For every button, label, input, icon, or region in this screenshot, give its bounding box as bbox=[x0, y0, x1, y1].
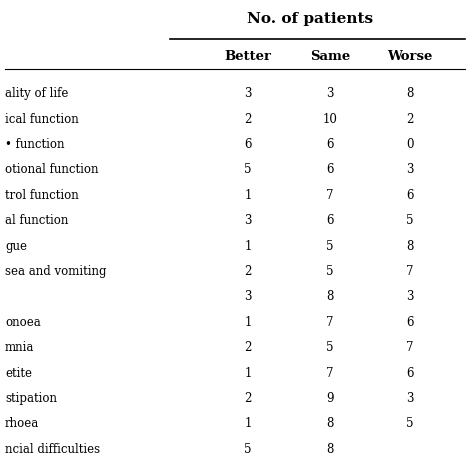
Text: 2: 2 bbox=[406, 113, 414, 126]
Text: 5: 5 bbox=[326, 341, 334, 354]
Text: 10: 10 bbox=[323, 113, 337, 126]
Text: Better: Better bbox=[225, 49, 272, 63]
Text: 2: 2 bbox=[244, 265, 252, 278]
Text: 8: 8 bbox=[326, 443, 334, 456]
Text: 6: 6 bbox=[326, 138, 334, 151]
Text: 6: 6 bbox=[326, 214, 334, 227]
Text: 3: 3 bbox=[244, 291, 252, 303]
Text: 2: 2 bbox=[244, 113, 252, 126]
Text: 8: 8 bbox=[326, 291, 334, 303]
Text: 5: 5 bbox=[244, 443, 252, 456]
Text: 1: 1 bbox=[244, 189, 252, 202]
Text: 2: 2 bbox=[244, 392, 252, 405]
Text: 3: 3 bbox=[406, 291, 414, 303]
Text: ality of life: ality of life bbox=[5, 87, 68, 100]
Text: stipation: stipation bbox=[5, 392, 57, 405]
Text: 5: 5 bbox=[244, 164, 252, 176]
Text: • function: • function bbox=[5, 138, 64, 151]
Text: 1: 1 bbox=[244, 316, 252, 329]
Text: 9: 9 bbox=[326, 392, 334, 405]
Text: 8: 8 bbox=[406, 239, 414, 253]
Text: 7: 7 bbox=[406, 265, 414, 278]
Text: rhoea: rhoea bbox=[5, 418, 39, 430]
Text: 0: 0 bbox=[406, 138, 414, 151]
Text: 8: 8 bbox=[326, 418, 334, 430]
Text: 5: 5 bbox=[406, 214, 414, 227]
Text: 1: 1 bbox=[244, 366, 252, 380]
Text: No. of patients: No. of patients bbox=[247, 12, 373, 26]
Text: 5: 5 bbox=[326, 265, 334, 278]
Text: 5: 5 bbox=[326, 239, 334, 253]
Text: ncial difficulties: ncial difficulties bbox=[5, 443, 100, 456]
Text: 3: 3 bbox=[406, 392, 414, 405]
Text: 6: 6 bbox=[406, 316, 414, 329]
Text: 3: 3 bbox=[326, 87, 334, 100]
Text: sea and vomiting: sea and vomiting bbox=[5, 265, 107, 278]
Text: mnia: mnia bbox=[5, 341, 35, 354]
Text: Worse: Worse bbox=[387, 49, 433, 63]
Text: 1: 1 bbox=[244, 418, 252, 430]
Text: 7: 7 bbox=[406, 341, 414, 354]
Text: 1: 1 bbox=[244, 239, 252, 253]
Text: 6: 6 bbox=[406, 366, 414, 380]
Text: trol function: trol function bbox=[5, 189, 79, 202]
Text: Same: Same bbox=[310, 49, 350, 63]
Text: otional function: otional function bbox=[5, 164, 99, 176]
Text: 2: 2 bbox=[244, 341, 252, 354]
Text: 8: 8 bbox=[406, 87, 414, 100]
Text: 6: 6 bbox=[406, 189, 414, 202]
Text: 3: 3 bbox=[406, 164, 414, 176]
Text: gue: gue bbox=[5, 239, 27, 253]
Text: 7: 7 bbox=[326, 189, 334, 202]
Text: 7: 7 bbox=[326, 316, 334, 329]
Text: 5: 5 bbox=[406, 418, 414, 430]
Text: 3: 3 bbox=[244, 87, 252, 100]
Text: onoea: onoea bbox=[5, 316, 41, 329]
Text: ical function: ical function bbox=[5, 113, 79, 126]
Text: 6: 6 bbox=[244, 138, 252, 151]
Text: al function: al function bbox=[5, 214, 68, 227]
Text: 3: 3 bbox=[244, 214, 252, 227]
Text: 6: 6 bbox=[326, 164, 334, 176]
Text: 7: 7 bbox=[326, 366, 334, 380]
Text: etite: etite bbox=[5, 366, 32, 380]
